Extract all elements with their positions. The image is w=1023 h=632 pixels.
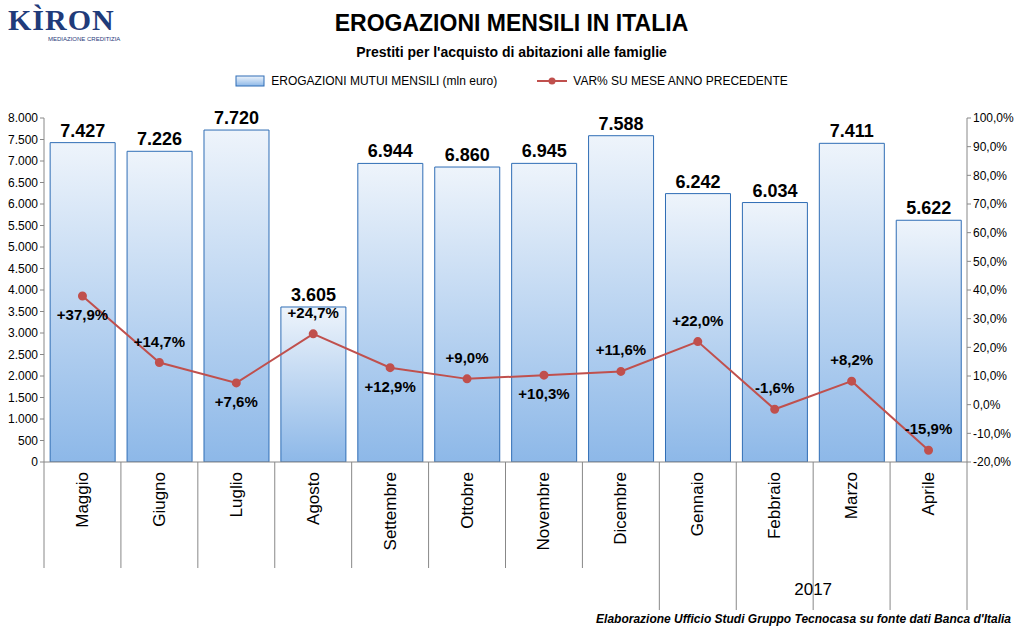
- html-text:VAR% SU MESE ANNO PRECEDENTE: VAR% SU MESE ANNO PRECEDENTE: [573, 74, 788, 88]
- html-text:EROGAZIONI MUTUI MENSILI (mln: EROGAZIONI MUTUI MENSILI (mln euro): [271, 74, 498, 88]
- svg-text:80,0%: 80,0%: [973, 169, 1007, 183]
- svg-text:3.500: 3.500: [8, 305, 38, 319]
- svg-text:1.500: 1.500: [8, 391, 38, 405]
- svg-text:20,0%: 20,0%: [973, 341, 1007, 355]
- svg-text:8.000: 8.000: [8, 111, 38, 125]
- svg-text:7.720: 7.720: [214, 108, 259, 128]
- svg-text:3.000: 3.000: [8, 326, 38, 340]
- svg-text:+37,9%: +37,9%: [57, 306, 108, 323]
- svg-text:5.000: 5.000: [8, 240, 38, 254]
- svg-text:30,0%: 30,0%: [973, 312, 1007, 326]
- svg-text:7.500: 7.500: [8, 133, 38, 147]
- svg-text:6.500: 6.500: [8, 176, 38, 190]
- svg-text:+8,2%: +8,2%: [830, 351, 873, 368]
- svg-text:0: 0: [31, 455, 38, 469]
- svg-text:Aprile: Aprile: [919, 472, 938, 515]
- svg-text:6.000: 6.000: [8, 197, 38, 211]
- html-text:MEDIAZIONE CREDITIZIA: MEDIAZIONE CREDITIZIA: [48, 36, 121, 42]
- html-text:KÌRON: KÌRON: [8, 3, 115, 36]
- svg-text:+12,9%: +12,9%: [364, 378, 415, 395]
- svg-text:6.944: 6.944: [368, 141, 413, 161]
- svg-text:Gennaio: Gennaio: [688, 472, 707, 536]
- svg-text:Giugno: Giugno: [150, 472, 169, 527]
- svg-text:60,0%: 60,0%: [973, 226, 1007, 240]
- html-text:Prestiti per l'acquisto di abi: Prestiti per l'acquisto di abitazioni al…: [356, 44, 667, 60]
- svg-text:2.500: 2.500: [8, 348, 38, 362]
- svg-text:5.500: 5.500: [8, 219, 38, 233]
- svg-text:+24,7%: +24,7%: [288, 304, 339, 321]
- svg-text:+7,6%: +7,6%: [215, 393, 258, 410]
- svg-text:7.411: 7.411: [830, 121, 874, 141]
- svg-text:+10,3%: +10,3%: [518, 385, 569, 402]
- svg-text:500: 500: [18, 434, 38, 448]
- svg-text:Marzo: Marzo: [842, 472, 861, 519]
- svg-text:6.860: 6.860: [445, 145, 490, 165]
- svg-text:3.605: 3.605: [291, 285, 336, 305]
- svg-text:Luglio: Luglio: [227, 472, 246, 517]
- svg-text:-1,6%: -1,6%: [755, 379, 794, 396]
- html-text:EROGAZIONI MENSILI IN ITALIA: EROGAZIONI MENSILI IN ITALIA: [334, 10, 689, 36]
- svg-text:Maggio: Maggio: [73, 472, 92, 528]
- svg-text:Settembre: Settembre: [381, 472, 400, 550]
- svg-text:-10,0%: -10,0%: [973, 427, 1011, 441]
- svg-text:6.945: 6.945: [522, 141, 567, 161]
- html-text:2017: 2017: [794, 580, 833, 599]
- svg-text:Agosto: Agosto: [304, 472, 323, 525]
- svg-text:7.588: 7.588: [599, 114, 644, 134]
- svg-text:1.000: 1.000: [8, 412, 38, 426]
- svg-text:2.000: 2.000: [8, 369, 38, 383]
- svg-text:6.242: 6.242: [675, 172, 720, 192]
- svg-text:+22,0%: +22,0%: [672, 312, 723, 329]
- svg-text:70,0%: 70,0%: [973, 197, 1007, 211]
- html-text:Elaborazione Ufficio Studi Gru: Elaborazione Ufficio Studi Gruppo Tecnoc…: [596, 612, 1011, 626]
- svg-text:5.622: 5.622: [906, 198, 951, 218]
- svg-text:10,0%: 10,0%: [973, 369, 1007, 383]
- svg-text:-15,9%: -15,9%: [905, 420, 953, 437]
- svg-text:50,0%: 50,0%: [973, 255, 1007, 269]
- svg-text:0,0%: 0,0%: [973, 398, 1001, 412]
- svg-text:4.000: 4.000: [8, 283, 38, 297]
- svg-text:+9,0%: +9,0%: [446, 349, 489, 366]
- svg-text:Febbraio: Febbraio: [765, 472, 784, 539]
- svg-text:Ottobre: Ottobre: [458, 472, 477, 529]
- svg-text:Dicembre: Dicembre: [611, 472, 630, 545]
- svg-text:7.427: 7.427: [60, 121, 105, 141]
- svg-text:6.034: 6.034: [752, 181, 797, 201]
- svg-text:Novembre: Novembre: [534, 472, 553, 550]
- svg-text:7.000: 7.000: [8, 154, 38, 168]
- svg-text:100,0%: 100,0%: [973, 111, 1014, 125]
- svg-text:+14,7%: +14,7%: [134, 333, 185, 350]
- svg-text:-20,0%: -20,0%: [973, 455, 1011, 469]
- svg-text:7.226: 7.226: [137, 129, 182, 149]
- svg-text:+11,6%: +11,6%: [596, 341, 646, 358]
- svg-text:40,0%: 40,0%: [973, 283, 1007, 297]
- svg-text:4.500: 4.500: [8, 262, 38, 276]
- svg-text:90,0%: 90,0%: [973, 140, 1007, 154]
